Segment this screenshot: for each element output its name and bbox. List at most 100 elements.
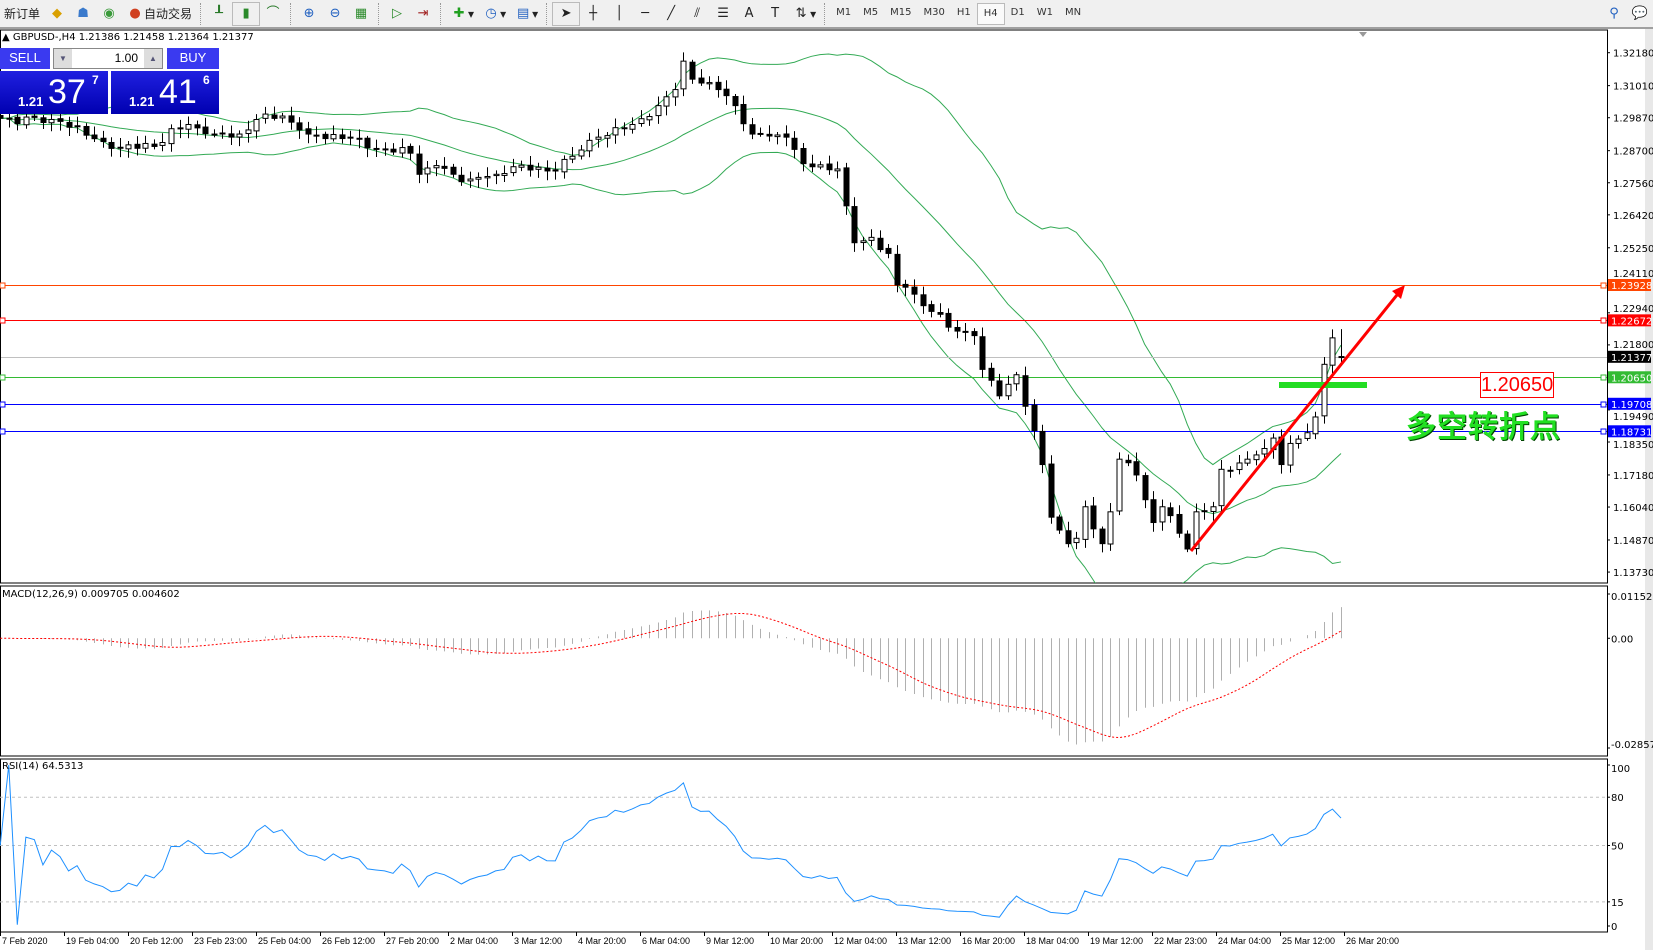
candle-body (279, 115, 286, 119)
tile-windows-button[interactable]: ▦ (348, 3, 374, 25)
timeframe-mn[interactable]: MN (1064, 6, 1082, 18)
horizontal-line-button[interactable]: ─ (632, 3, 658, 25)
timeframe-d1[interactable]: D1 (1010, 6, 1025, 18)
text-button[interactable]: A (736, 3, 762, 25)
crosshair-button[interactable]: ┼ (580, 3, 606, 25)
timeframe-m5[interactable]: M5 (863, 6, 879, 18)
timeframe-m1[interactable]: M1 (836, 6, 852, 18)
candle (612, 118, 619, 144)
timeframe-m15[interactable]: M15 (890, 6, 912, 18)
candle-body (493, 173, 500, 177)
candle-body (1304, 432, 1311, 439)
collapse-triangle-icon[interactable]: ▲ (2, 32, 13, 43)
candle (663, 90, 670, 116)
navigator-button[interactable]: ☗ (70, 3, 96, 25)
candle (364, 135, 371, 158)
trendline-button[interactable]: ╱ (658, 3, 684, 25)
chat-button[interactable]: 💬 (1627, 3, 1653, 25)
candle-body (1056, 516, 1063, 531)
candle (1142, 472, 1149, 509)
bar-chart-icon: ┸ (215, 5, 223, 21)
candle (339, 128, 346, 144)
bar-chart-button[interactable]: ┸ (206, 3, 232, 25)
price-tick-label: 1.13730 (1613, 568, 1653, 579)
price-tick-label: 1.19490 (1613, 412, 1653, 423)
candle (168, 124, 175, 152)
timeframe-w1[interactable]: W1 (1036, 6, 1053, 18)
macd-axis-label: 0.00 (1611, 634, 1633, 645)
candle-body (817, 164, 824, 168)
add-indicator-icon: ✚ (453, 5, 465, 21)
indicators-button[interactable]: ✚ ▾ (446, 3, 478, 25)
periods-button[interactable]: ◷ ▾ (478, 3, 510, 25)
search-icon: ⚲ (1609, 5, 1619, 21)
main-plot (1, 52, 1607, 583)
sell-button[interactable]: SELL (0, 48, 50, 69)
time-axis-label: 4 Mar 20:00 (578, 936, 626, 946)
price-line-label: 1.20650 (1611, 373, 1652, 384)
lot-decrease-button[interactable]: ▼ (54, 49, 72, 68)
auto-scroll-button[interactable]: ▷ (384, 3, 410, 25)
market-watch-button[interactable]: ◆ (44, 3, 70, 25)
buy-button[interactable]: BUY (167, 48, 219, 69)
candlestick-button[interactable]: ▮ (232, 1, 261, 26)
search-button[interactable]: ⚲ (1601, 3, 1627, 25)
candle-body (979, 336, 986, 370)
cursor-button[interactable]: ➤ (552, 1, 581, 26)
vertical-line-button[interactable]: │ (606, 3, 632, 25)
candle (680, 52, 687, 97)
candle (66, 116, 73, 137)
signals-button[interactable]: ◉ (96, 3, 122, 25)
time-axis-label: 26 Feb 12:00 (322, 936, 375, 946)
price-line-label: 1.18731 (1611, 427, 1652, 438)
new-order-button[interactable]: 新订单 (0, 3, 44, 25)
lot-value[interactable]: 1.00 (114, 51, 138, 65)
candle (1253, 450, 1260, 466)
candle (561, 155, 568, 179)
candle (288, 106, 295, 130)
candle-body (1125, 459, 1132, 464)
chart-shift-button[interactable]: ⇥ (410, 3, 436, 25)
candle (791, 131, 798, 159)
auto-trading-button[interactable]: ● 自动交易 (122, 3, 196, 25)
zoom-in-icon: ⊕ (303, 5, 315, 21)
text-label-button[interactable]: T (762, 3, 788, 25)
price-line-label: 1.19708 (1611, 400, 1652, 411)
zoom-out-button[interactable]: ⊖ (322, 3, 348, 25)
templates-button[interactable]: ▤ ▾ (510, 3, 542, 25)
channel-icon: ⫽ (694, 5, 701, 21)
buy-price[interactable]: 1.21 41 6 (111, 71, 219, 114)
zoom-in-button[interactable]: ⊕ (296, 3, 322, 25)
timeframe-h4[interactable]: H4 (976, 2, 1005, 25)
candle (211, 129, 218, 138)
candle-body (202, 126, 209, 135)
candle (501, 165, 508, 182)
arrows-button[interactable]: ⇅ ▾ (788, 3, 820, 25)
equidistant-channel-button[interactable]: ⫽ (684, 3, 710, 25)
candle (971, 328, 978, 345)
timeframe-m30[interactable]: M30 (923, 6, 945, 18)
candle-body (407, 145, 414, 154)
sell-price[interactable]: 1.21 37 7 (0, 71, 108, 114)
candle-body (800, 147, 807, 165)
candle-body (501, 173, 508, 176)
candle-body (595, 136, 602, 140)
lot-size-field[interactable]: ▼ 1.00 ▲ (53, 48, 163, 69)
timeframe-h1[interactable]: H1 (956, 6, 971, 18)
turning-point-annotation[interactable]: 多空转折点 (1406, 410, 1561, 445)
text-label-icon: T (771, 5, 780, 21)
price-line-label-bg (1608, 371, 1651, 384)
candle (134, 136, 141, 156)
fibonacci-button[interactable]: ☰ (710, 3, 736, 25)
sell-price-prefix: 1.21 (18, 94, 44, 109)
candle (48, 110, 55, 132)
lot-increase-button[interactable]: ▲ (144, 49, 162, 68)
candle (586, 132, 593, 158)
price-annotation-label[interactable]: 1.20650 (1480, 372, 1554, 398)
candle (535, 162, 542, 178)
candle-body (680, 60, 687, 90)
price-tick-label: 1.27560 (1613, 179, 1653, 190)
line-chart-button[interactable]: ⌒ (260, 3, 286, 25)
price-line-label-bg (1608, 278, 1651, 291)
